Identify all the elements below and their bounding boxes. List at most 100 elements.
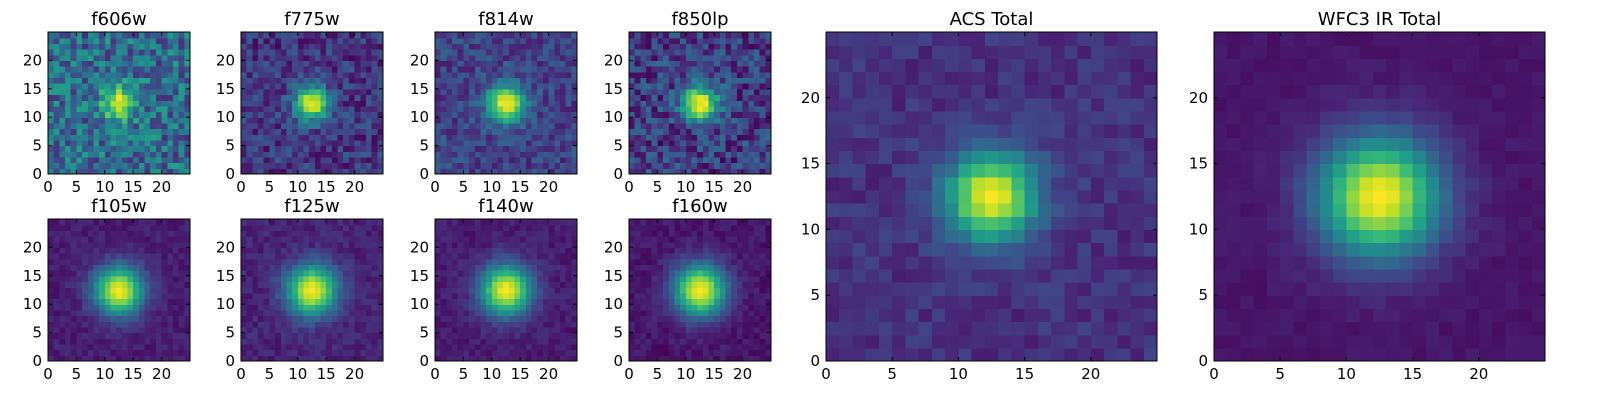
pixel-cell xyxy=(348,60,356,67)
panel-title: f105w xyxy=(91,196,146,217)
pixel-cell xyxy=(446,219,453,226)
pixel-cell xyxy=(548,230,555,237)
pixel-cell xyxy=(87,338,95,345)
pixel-cell xyxy=(241,88,248,96)
y-tick-label: 0 xyxy=(225,165,235,183)
pixel-cell xyxy=(668,315,676,322)
pixel-cell xyxy=(697,117,704,124)
pixel-cell xyxy=(663,43,670,50)
pixel-cell xyxy=(167,94,174,101)
pixel-cell xyxy=(446,298,453,305)
pixel-cell xyxy=(161,219,168,226)
pixel-cell xyxy=(668,49,676,56)
pixel-cell xyxy=(331,247,339,254)
pixel-cell xyxy=(371,281,378,288)
pixel-cell xyxy=(377,247,384,254)
pixel-cell xyxy=(474,230,482,237)
pixel-cell xyxy=(640,332,647,339)
panel-title: f850lp xyxy=(671,9,728,30)
pixel-cell xyxy=(377,49,384,56)
pixel-cell xyxy=(354,71,361,79)
pixel-cell xyxy=(486,224,493,231)
pixel-cell xyxy=(646,134,653,141)
pixel-cell xyxy=(314,100,322,107)
pixel-cell xyxy=(725,309,732,317)
pixel-cell xyxy=(76,219,83,226)
pixel-cell xyxy=(508,105,516,113)
pixel-cell xyxy=(76,309,83,317)
pixel-cell xyxy=(65,298,72,305)
pixel-cell xyxy=(514,66,521,73)
pixel-cell xyxy=(452,264,459,271)
pixel-cell xyxy=(99,355,106,362)
pixel-cell xyxy=(542,292,550,300)
pixel-cell xyxy=(559,134,567,141)
pixel-cell xyxy=(486,37,493,44)
image-cells xyxy=(435,32,578,175)
pixel-cell xyxy=(297,77,305,84)
pixel-cell xyxy=(765,94,772,101)
pixel-cell xyxy=(714,71,721,79)
pixel-cell xyxy=(571,151,578,158)
pixel-cell xyxy=(275,275,282,283)
pixel-cell xyxy=(178,304,185,311)
pixel-cell xyxy=(554,83,561,90)
pixel-cell xyxy=(326,287,333,294)
pixel-cell xyxy=(565,270,572,277)
pixel-cell xyxy=(719,338,727,345)
pixel-cell xyxy=(725,162,732,169)
pixel-cell xyxy=(99,117,106,124)
pixel-cell xyxy=(348,134,356,141)
pixel-cell xyxy=(480,224,487,231)
pixel-cell xyxy=(48,83,55,90)
pixel-cell xyxy=(548,247,555,254)
pixel-cell xyxy=(702,134,710,141)
pixel-cell xyxy=(469,83,476,90)
pixel-cell xyxy=(486,343,493,351)
pixel-cell xyxy=(714,315,721,322)
pixel-cell xyxy=(76,145,83,152)
pixel-cell xyxy=(343,122,350,130)
pixel-cell xyxy=(167,134,174,141)
pixel-cell xyxy=(503,298,510,305)
pixel-cell xyxy=(748,77,755,84)
pixel-cell xyxy=(59,343,66,351)
pixel-cell xyxy=(297,168,305,175)
pixel-cell xyxy=(446,281,453,288)
pixel-cell xyxy=(531,54,538,61)
pixel-cell xyxy=(65,224,72,231)
pixel-cell xyxy=(320,304,327,311)
pixel-cell xyxy=(571,49,578,56)
pixel-cell xyxy=(246,315,253,322)
pixel-cell xyxy=(178,287,185,294)
pixel-cell xyxy=(554,343,561,351)
pixel-cell xyxy=(765,60,772,67)
pixel-cell xyxy=(440,168,447,175)
pixel-cell xyxy=(59,230,66,237)
pixel-cell xyxy=(48,264,55,271)
pixel-cell xyxy=(99,230,106,237)
pixel-cell xyxy=(167,349,174,356)
pixel-cell xyxy=(70,66,77,73)
pixel-cell xyxy=(337,355,344,362)
pixel-cell xyxy=(480,128,487,135)
pixel-cell xyxy=(531,145,538,152)
pixel-cell xyxy=(331,77,339,84)
pixel-cell xyxy=(82,37,89,44)
pixel-cell xyxy=(155,122,163,130)
pixel-cell xyxy=(486,275,493,283)
pixel-cell xyxy=(343,219,350,226)
pixel-cell xyxy=(110,105,117,113)
pixel-cell xyxy=(514,258,521,266)
pixel-cell xyxy=(297,151,305,158)
pixel-cell xyxy=(65,49,72,56)
pixel-cell xyxy=(258,54,265,61)
pixel-cell xyxy=(508,236,516,243)
pixel-cell xyxy=(70,315,77,322)
pixel-cell xyxy=(275,83,282,90)
pixel-cell xyxy=(331,275,339,283)
pixel-cell xyxy=(457,128,464,135)
pixel-cell xyxy=(640,349,647,356)
pixel-cell xyxy=(354,156,361,164)
pixel-cell xyxy=(286,326,293,334)
